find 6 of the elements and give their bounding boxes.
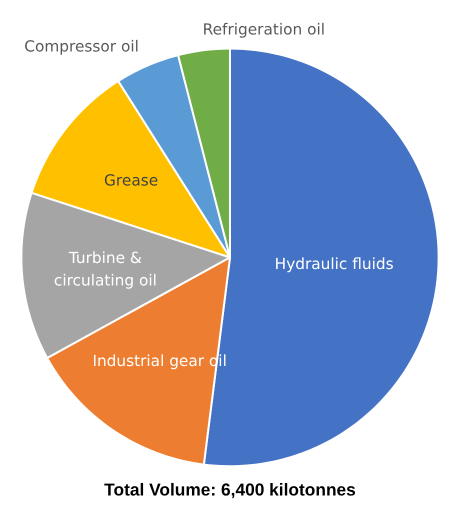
text: Total Volume: 6,400 kilotonnes bbox=[104, 480, 356, 500]
slice-label: Hydraulic fluids bbox=[274, 254, 394, 273]
slice-label: Compressor oil bbox=[24, 38, 139, 56]
slice-label: Refrigeration oil bbox=[202, 20, 326, 38]
slice-label: Turbine & circulating oil bbox=[54, 248, 157, 290]
slice-label: Grease bbox=[104, 172, 158, 190]
